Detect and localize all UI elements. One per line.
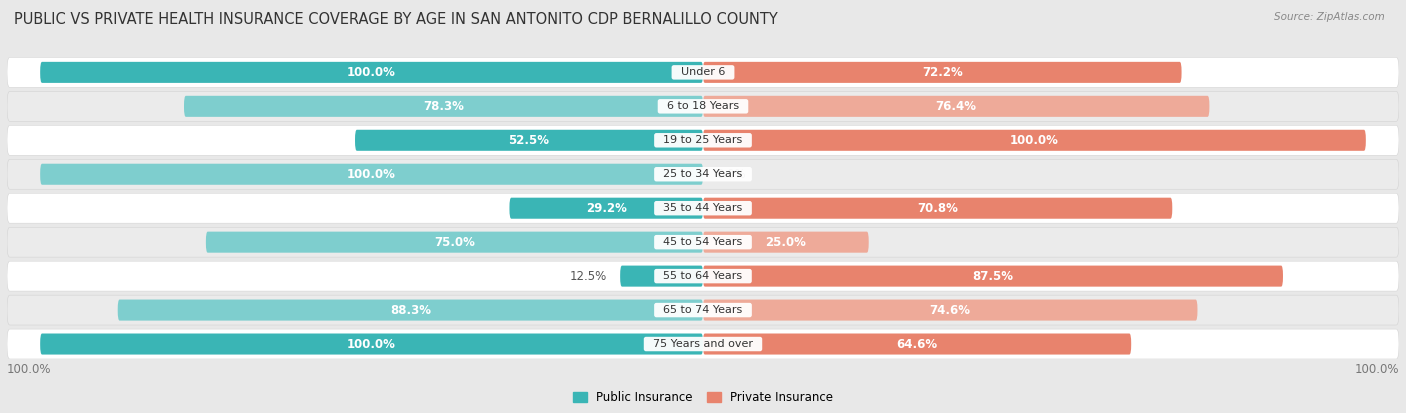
Text: 100.0%: 100.0% — [1354, 363, 1399, 376]
Text: 25 to 34 Years: 25 to 34 Years — [657, 169, 749, 179]
FancyBboxPatch shape — [7, 91, 1399, 121]
Text: 70.8%: 70.8% — [917, 202, 957, 215]
FancyBboxPatch shape — [509, 198, 703, 219]
FancyBboxPatch shape — [205, 232, 703, 253]
FancyBboxPatch shape — [7, 329, 1399, 359]
FancyBboxPatch shape — [7, 227, 1399, 257]
Text: 75.0%: 75.0% — [434, 236, 475, 249]
Text: 74.6%: 74.6% — [929, 304, 970, 317]
Text: 100.0%: 100.0% — [347, 168, 396, 181]
Text: 25.0%: 25.0% — [765, 236, 806, 249]
Text: 100.0%: 100.0% — [1010, 134, 1059, 147]
Text: 65 to 74 Years: 65 to 74 Years — [657, 305, 749, 315]
FancyBboxPatch shape — [703, 299, 1198, 320]
Text: 0.0%: 0.0% — [716, 168, 745, 181]
Text: 87.5%: 87.5% — [973, 270, 1014, 282]
Text: Source: ZipAtlas.com: Source: ZipAtlas.com — [1274, 12, 1385, 22]
FancyBboxPatch shape — [620, 266, 703, 287]
Text: 6 to 18 Years: 6 to 18 Years — [659, 101, 747, 112]
FancyBboxPatch shape — [703, 62, 1181, 83]
FancyBboxPatch shape — [703, 96, 1209, 117]
Text: 72.2%: 72.2% — [922, 66, 963, 79]
FancyBboxPatch shape — [703, 266, 1282, 287]
Text: 100.0%: 100.0% — [347, 66, 396, 79]
FancyBboxPatch shape — [703, 232, 869, 253]
FancyBboxPatch shape — [703, 334, 1132, 354]
FancyBboxPatch shape — [41, 62, 703, 83]
Text: 55 to 64 Years: 55 to 64 Years — [657, 271, 749, 281]
Text: 88.3%: 88.3% — [389, 304, 430, 317]
Text: Under 6: Under 6 — [673, 67, 733, 77]
FancyBboxPatch shape — [118, 299, 703, 320]
FancyBboxPatch shape — [184, 96, 703, 117]
Legend: Public Insurance, Private Insurance: Public Insurance, Private Insurance — [568, 386, 838, 408]
FancyBboxPatch shape — [703, 130, 1365, 151]
Text: 52.5%: 52.5% — [509, 134, 550, 147]
FancyBboxPatch shape — [7, 261, 1399, 291]
Text: 64.6%: 64.6% — [897, 337, 938, 351]
FancyBboxPatch shape — [7, 193, 1399, 223]
FancyBboxPatch shape — [41, 164, 703, 185]
Text: 29.2%: 29.2% — [586, 202, 627, 215]
Text: 78.3%: 78.3% — [423, 100, 464, 113]
FancyBboxPatch shape — [41, 334, 703, 354]
FancyBboxPatch shape — [7, 57, 1399, 87]
FancyBboxPatch shape — [7, 125, 1399, 155]
Text: 100.0%: 100.0% — [347, 337, 396, 351]
Text: 75 Years and over: 75 Years and over — [645, 339, 761, 349]
Text: 19 to 25 Years: 19 to 25 Years — [657, 135, 749, 145]
Text: 76.4%: 76.4% — [936, 100, 977, 113]
FancyBboxPatch shape — [354, 130, 703, 151]
Text: 12.5%: 12.5% — [569, 270, 607, 282]
Text: 35 to 44 Years: 35 to 44 Years — [657, 203, 749, 213]
FancyBboxPatch shape — [7, 159, 1399, 189]
FancyBboxPatch shape — [7, 295, 1399, 325]
Text: 100.0%: 100.0% — [7, 363, 52, 376]
Text: 45 to 54 Years: 45 to 54 Years — [657, 237, 749, 247]
Text: PUBLIC VS PRIVATE HEALTH INSURANCE COVERAGE BY AGE IN SAN ANTONITO CDP BERNALILL: PUBLIC VS PRIVATE HEALTH INSURANCE COVER… — [14, 12, 778, 27]
FancyBboxPatch shape — [703, 198, 1173, 219]
